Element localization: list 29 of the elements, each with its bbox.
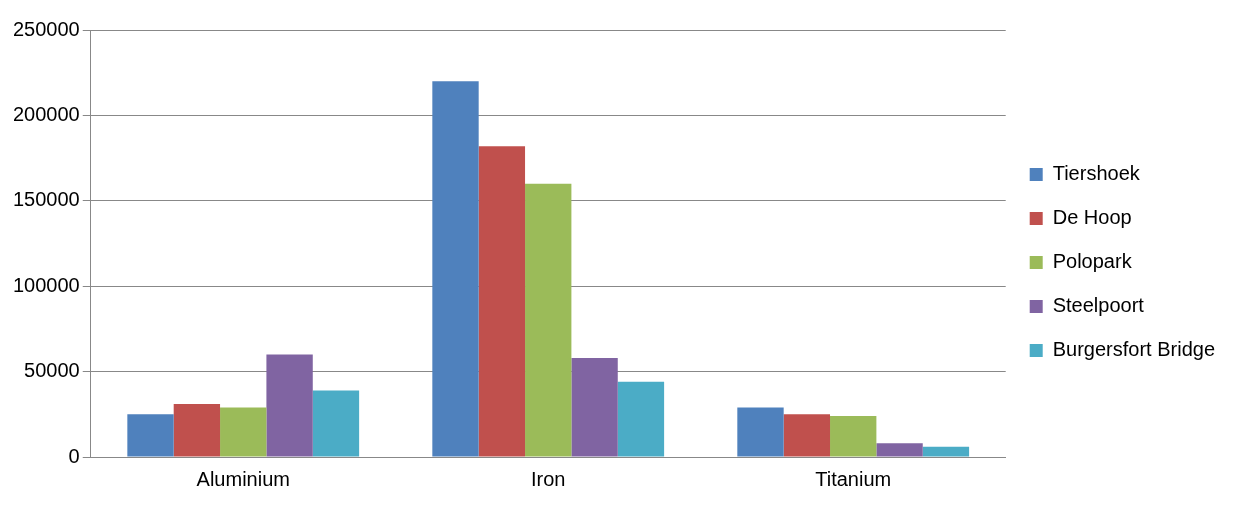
bar <box>173 404 221 457</box>
bar <box>432 81 479 457</box>
x-tick-label: Titanium <box>815 467 892 490</box>
legend-label: Burgersfort Bridge <box>1052 338 1215 361</box>
bar <box>830 416 877 457</box>
y-tick-label: 150000 <box>12 188 80 211</box>
bar <box>127 414 174 457</box>
legend-label: Tiershoek <box>1052 162 1141 185</box>
y-tick-label: 0 <box>68 444 80 467</box>
legend-label: Steelpoort <box>1052 294 1145 317</box>
legend-label: De Hoop <box>1052 206 1132 229</box>
y-tick-label: 50000 <box>24 359 80 382</box>
bar <box>617 381 665 457</box>
bar <box>220 407 267 457</box>
legend-label: Polopark <box>1052 250 1133 273</box>
bar <box>266 354 313 457</box>
y-tick-label: 250000 <box>12 17 80 40</box>
bar <box>737 407 784 457</box>
bar <box>876 443 923 457</box>
bar <box>312 390 360 457</box>
x-tick-label: Iron <box>530 467 566 490</box>
bar <box>478 146 526 457</box>
bar <box>525 183 572 457</box>
x-tick-label: Aluminium <box>196 467 290 490</box>
bar <box>922 446 970 457</box>
y-tick-label: 100000 <box>12 273 80 296</box>
y-tick-label: 200000 <box>12 102 80 125</box>
bar <box>783 414 831 457</box>
bar <box>571 357 618 457</box>
